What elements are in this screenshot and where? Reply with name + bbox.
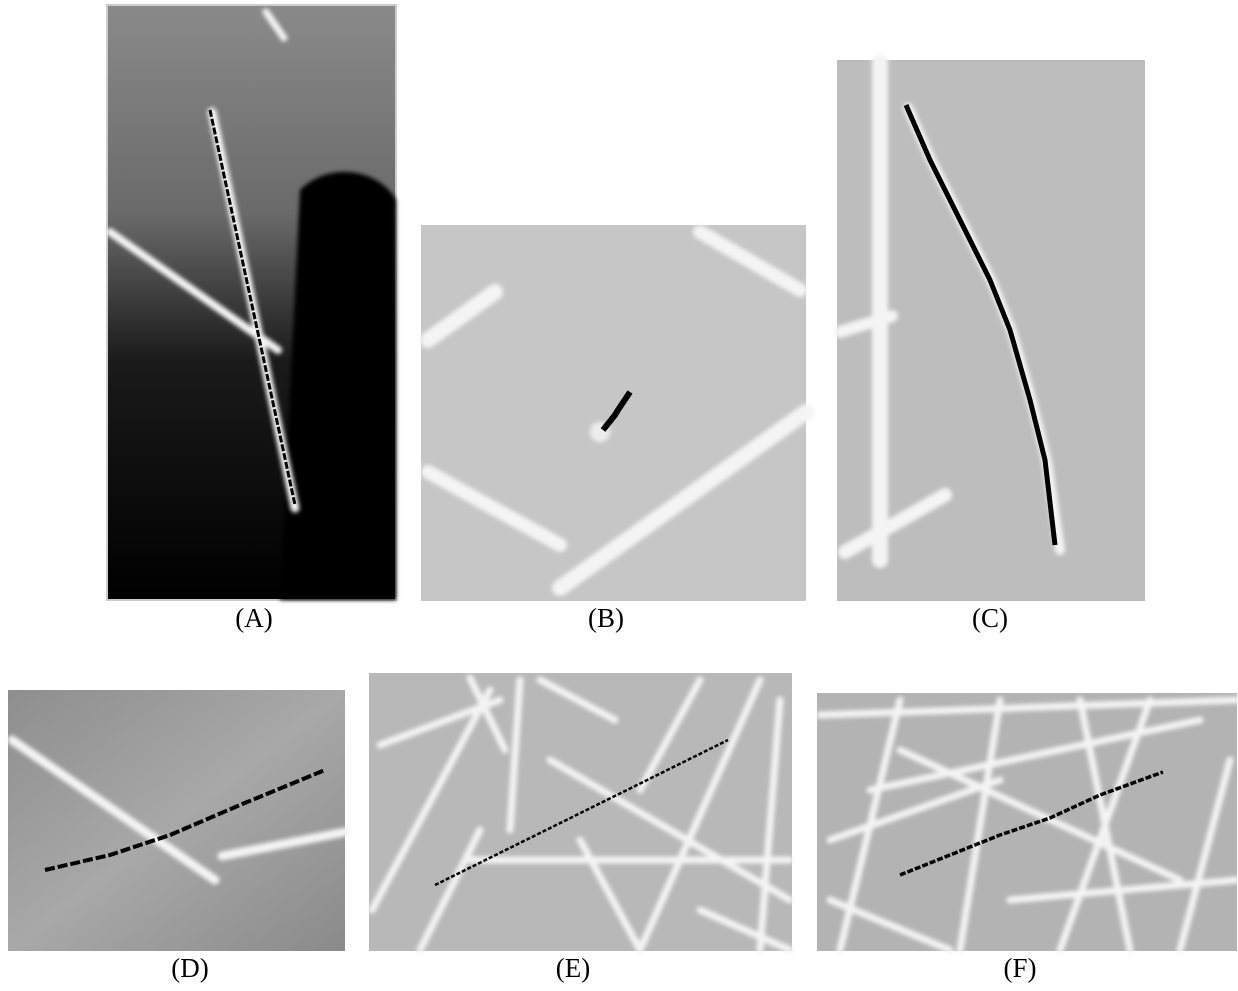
panel-e [369,673,792,951]
panel-label: (F) [1004,953,1037,983]
panel-label: (D) [171,953,208,983]
panel-a [107,5,396,600]
panel-d [8,690,345,951]
panel-label: (A) [235,603,272,633]
panel-f [817,693,1237,951]
figure: (A) (B) (C) (D) (E) (F) [0,0,1238,991]
panel-b [421,225,806,601]
panel-label: (C) [972,603,1008,633]
panel-label: (B) [588,603,624,633]
panel-label: (E) [556,953,590,983]
panel-c [837,60,1145,601]
